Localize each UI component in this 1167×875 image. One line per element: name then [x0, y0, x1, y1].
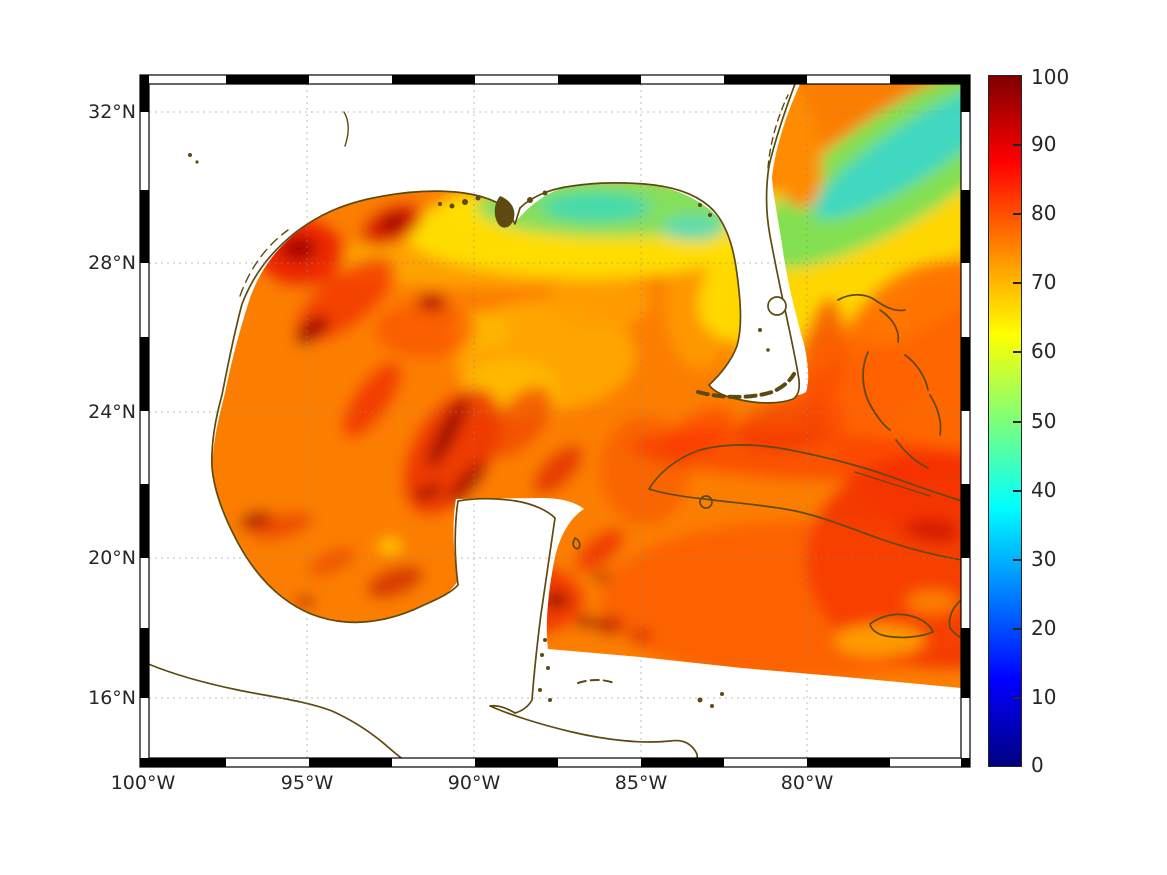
data-field: [212, 84, 961, 688]
coastline-jamaica: [869, 613, 934, 639]
x-tick-label: 100°W: [110, 772, 176, 794]
barrier-islands-texas: [239, 229, 289, 297]
colorbar-tick-label: 0: [1031, 753, 1044, 777]
lake-okeechobee: [767, 296, 787, 316]
coastline-mainland: [210, 84, 801, 714]
sabine-lake: [343, 111, 349, 147]
coastline-pacific-mexico: [149, 663, 403, 758]
x-tick-label: 95°W: [280, 772, 334, 794]
x-tick-label: 85°W: [614, 772, 668, 794]
coastline-cuba: [648, 444, 961, 561]
y-tick-label: 20°N: [88, 547, 136, 569]
colorbar-tickmark: [1013, 559, 1022, 561]
x-tick-label: 80°W: [780, 772, 834, 794]
coastline-bahamas: [837, 293, 942, 469]
colorbar-tickmark: [1013, 351, 1022, 353]
cozumel-island: [572, 537, 581, 550]
florida-keys: [696, 372, 796, 399]
colorbar-tick-label: 50: [1031, 409, 1057, 433]
plot-area: [149, 84, 961, 758]
y-tick-label: 28°N: [88, 252, 136, 274]
colorbar-tickmark: [1013, 628, 1022, 630]
colorbar-tickmark: [1013, 213, 1022, 215]
colorbar-tick-label: 80: [1031, 201, 1057, 225]
land-specks: [188, 153, 770, 708]
gridlines: [149, 84, 961, 758]
coastlines: [149, 84, 961, 758]
colorbar-tickmark: [1013, 697, 1022, 699]
coastline-honduras: [489, 704, 699, 758]
coastline-cuba-cays: [854, 471, 931, 497]
colorbar-tick-label: 40: [1031, 478, 1057, 502]
colorbar-tick-label: 60: [1031, 339, 1057, 363]
x-tick-label: 90°W: [447, 772, 501, 794]
colorbar-tickmark: [1013, 144, 1022, 146]
y-tick-label: 24°N: [88, 401, 136, 423]
colorbar-tick-label: 70: [1031, 270, 1057, 294]
coastline-isle-of-youth: [699, 495, 713, 509]
colorbar-tickmark: [1013, 490, 1022, 492]
colorbar-tickmark: [1013, 282, 1022, 284]
map-frame: [139, 74, 971, 768]
roatan-islands: [577, 679, 615, 684]
barrier-islands-georgia: [767, 94, 789, 169]
colorbar-tick-label: 100: [1031, 65, 1070, 89]
colorbar-tick-label: 20: [1031, 616, 1057, 640]
colorbar-tickmark: [1013, 421, 1022, 423]
colorbar-tick-label: 10: [1031, 685, 1057, 709]
colorbar-tick-label: 90: [1031, 132, 1057, 156]
colorbar-tick-label: 30: [1031, 547, 1057, 571]
land-fill: [149, 84, 800, 758]
y-tick-label: 16°N: [88, 687, 136, 709]
coastline-hispaniola-tip: [948, 599, 961, 639]
y-tick-label: 32°N: [88, 101, 136, 123]
